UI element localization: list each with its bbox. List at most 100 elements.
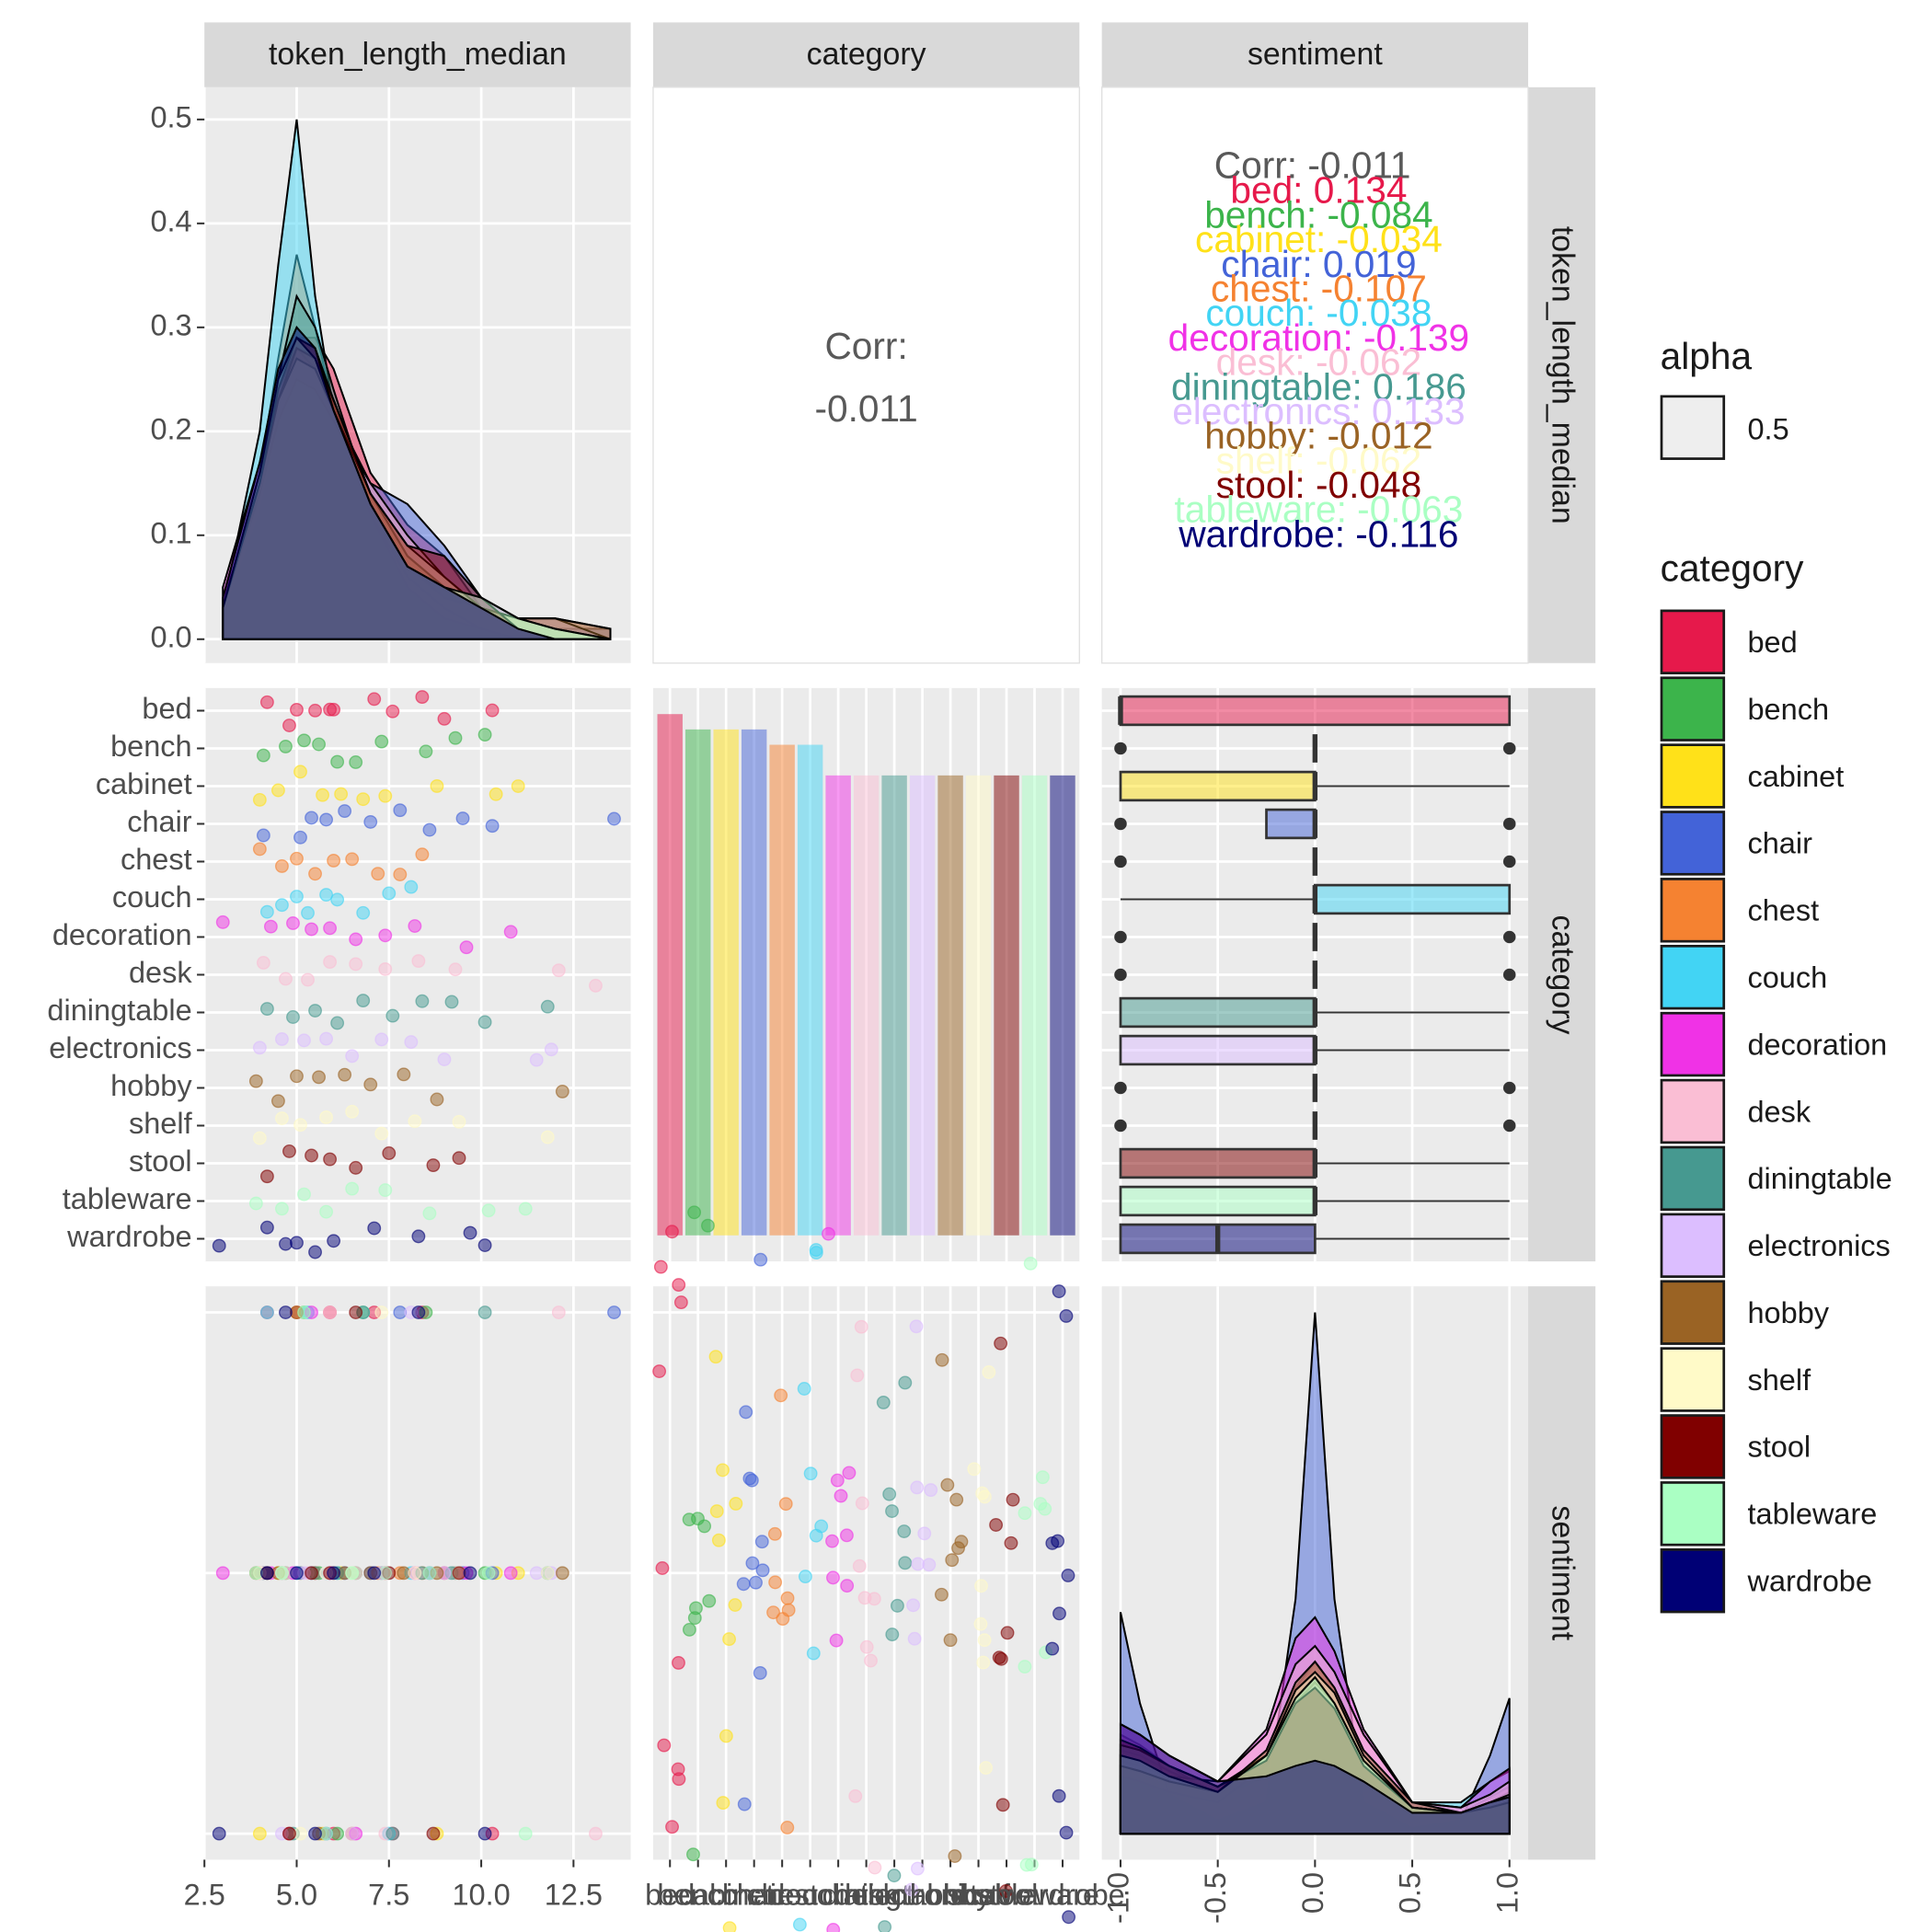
- point: [319, 888, 334, 903]
- point: [551, 1305, 566, 1319]
- point: [1004, 1535, 1018, 1550]
- bar: [769, 744, 795, 1236]
- point: [293, 830, 307, 845]
- legend-label: chest: [1747, 894, 1819, 927]
- point: [766, 1605, 781, 1620]
- point: [349, 932, 363, 947]
- point: [371, 867, 385, 881]
- point: [297, 733, 311, 748]
- point: [781, 1603, 796, 1617]
- point: [885, 1504, 899, 1518]
- point: [529, 1052, 544, 1067]
- point: [263, 919, 278, 934]
- legend-label: couch: [1747, 960, 1827, 994]
- point: [385, 1826, 400, 1841]
- point: [382, 1146, 397, 1160]
- box: [1314, 883, 1512, 915]
- point: [477, 1305, 492, 1319]
- strip-label: sentiment: [1545, 1505, 1580, 1640]
- point: [256, 828, 270, 843]
- point: [737, 1797, 752, 1811]
- point: [511, 779, 525, 793]
- y-tick-label: chest: [121, 843, 192, 876]
- legend-label: diningtable: [1747, 1162, 1892, 1195]
- point: [477, 728, 492, 742]
- point: [422, 1566, 437, 1581]
- corr-group: tableware: -0.063: [1174, 489, 1463, 531]
- box: [1265, 808, 1317, 840]
- strip-label: token_length_median: [1545, 226, 1580, 524]
- x-tick-label: bed: [645, 1879, 695, 1912]
- bar: [965, 775, 992, 1236]
- point: [297, 1305, 311, 1319]
- point: [349, 755, 363, 769]
- point: [212, 1826, 226, 1841]
- point: [904, 1882, 919, 1897]
- point: [274, 859, 289, 873]
- x-tick-label: 12.5: [545, 1879, 603, 1912]
- point: [330, 1016, 345, 1030]
- point: [338, 804, 352, 819]
- point: [882, 1487, 897, 1501]
- point: [274, 1202, 289, 1216]
- point: [948, 1849, 962, 1863]
- x-tick-label: wardrobe: [999, 1879, 1125, 1912]
- point: [1019, 1857, 1034, 1872]
- point: [540, 1566, 555, 1581]
- point: [671, 1762, 685, 1777]
- point: [719, 1729, 733, 1743]
- point: [540, 999, 555, 1014]
- point: [503, 1566, 518, 1581]
- legend-title: category: [1661, 546, 1805, 589]
- point: [252, 1131, 267, 1145]
- point: [753, 1665, 767, 1680]
- x-tick-label: desk: [834, 1879, 898, 1912]
- point: [308, 1004, 322, 1018]
- bar: [797, 744, 823, 1236]
- point: [736, 1577, 751, 1592]
- y-tick-label: 0.4: [150, 204, 191, 237]
- outlier: [1502, 855, 1516, 868]
- point: [252, 1826, 267, 1841]
- panel-background: [652, 86, 1080, 664]
- corr-group: diningtable: 0.186: [1171, 365, 1466, 408]
- point: [778, 1497, 793, 1512]
- point: [673, 1295, 688, 1310]
- point: [274, 1032, 289, 1046]
- point: [378, 961, 393, 976]
- legend-label: decoration: [1747, 1028, 1887, 1061]
- point: [378, 928, 393, 943]
- point: [994, 1651, 1008, 1666]
- point: [924, 1483, 938, 1498]
- point: [345, 1566, 360, 1581]
- point: [448, 962, 463, 977]
- point: [334, 787, 349, 801]
- point: [297, 1033, 311, 1048]
- point: [907, 1631, 922, 1646]
- point: [943, 1633, 958, 1648]
- strip-top: [204, 22, 631, 87]
- bar: [741, 729, 767, 1236]
- point: [345, 1049, 360, 1064]
- point: [404, 880, 419, 894]
- point: [503, 925, 518, 939]
- legend-swatch: [1660, 609, 1726, 674]
- strip-label: category: [1545, 915, 1580, 1035]
- point: [463, 1225, 477, 1240]
- legend-label: electronics: [1747, 1229, 1890, 1262]
- corr-group: stool: -0.048: [1216, 464, 1422, 506]
- point: [854, 1319, 868, 1334]
- point: [290, 702, 304, 717]
- point: [1052, 1788, 1066, 1803]
- point: [1033, 1497, 1048, 1512]
- legend-label: wardrobe: [1746, 1565, 1872, 1598]
- point: [700, 1218, 715, 1233]
- point: [485, 703, 500, 718]
- point: [459, 940, 474, 955]
- bar: [937, 775, 963, 1236]
- x-tick-label: hobby: [910, 1879, 992, 1912]
- point: [607, 1305, 621, 1319]
- point: [278, 972, 293, 986]
- point: [890, 1598, 904, 1613]
- point: [989, 1518, 1004, 1532]
